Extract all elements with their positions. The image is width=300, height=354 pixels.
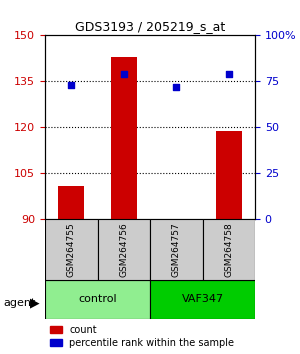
Text: ▶: ▶ [30, 296, 40, 309]
Text: agent: agent [3, 298, 35, 308]
FancyBboxPatch shape [150, 280, 255, 319]
FancyBboxPatch shape [98, 219, 150, 280]
Point [226, 71, 231, 77]
Point [69, 82, 74, 88]
Text: GSM264756: GSM264756 [119, 222, 128, 277]
Text: GSM264755: GSM264755 [67, 222, 76, 277]
Point [174, 84, 179, 90]
Text: control: control [78, 294, 117, 304]
Text: VAF347: VAF347 [182, 294, 224, 304]
Bar [216, 131, 242, 219]
FancyBboxPatch shape [45, 219, 98, 280]
Text: GSM264758: GSM264758 [224, 222, 233, 277]
Bar [111, 57, 137, 219]
Legend: count, percentile rank within the sample: count, percentile rank within the sample [50, 325, 234, 348]
Text: GSM264757: GSM264757 [172, 222, 181, 277]
FancyBboxPatch shape [202, 219, 255, 280]
Bar [58, 186, 84, 219]
FancyBboxPatch shape [45, 280, 150, 319]
Title: GDS3193 / 205219_s_at: GDS3193 / 205219_s_at [75, 20, 225, 33]
FancyBboxPatch shape [150, 219, 202, 280]
Point [122, 71, 126, 77]
